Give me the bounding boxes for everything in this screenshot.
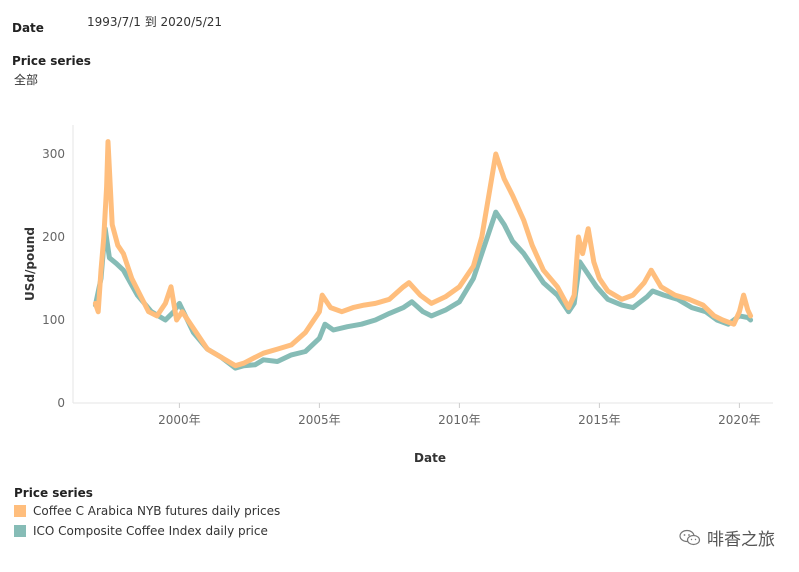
y-axis-ticks: 0 100 200 300 (42, 147, 65, 410)
series-line-ico (92, 209, 754, 371)
y-axis-title: USd/pound (23, 227, 37, 301)
x-tick-label: 2015年 (578, 413, 621, 427)
x-tick-label: 2000年 (158, 413, 201, 427)
legend-label-arabica: Coffee C Arabica NYB futures daily price… (33, 504, 281, 518)
price-chart: 0 100 200 300 2000年 2005年 2010年 2015年 2020年 USd… (23, 125, 773, 465)
legend-swatch-ico (14, 525, 26, 537)
series-line-arabica (92, 139, 754, 369)
series-lines (92, 139, 754, 371)
watermark-text: 啡香之旅 (707, 530, 775, 550)
x-tick-label: 2005年 (298, 413, 341, 427)
legend-label-ico: ICO Composite Coffee Index daily price (33, 524, 268, 538)
series-filter-label: Price series (12, 54, 91, 68)
x-tick-label: 2010年 (438, 413, 481, 427)
series-filter-value[interactable]: 全部 (14, 73, 39, 87)
watermark: 啡香之旅 (679, 525, 775, 550)
y-tick-label: 100 (42, 313, 65, 327)
x-axis-ticks: 2000年 2005年 2010年 2015年 2020年 (158, 403, 761, 427)
y-tick-label: 200 (42, 230, 65, 244)
x-axis-title: Date (414, 451, 446, 465)
legend-item-ico[interactable]: ICO Composite Coffee Index daily price (14, 523, 268, 539)
legend-swatch-arabica (14, 505, 26, 517)
date-filter-label: Date (12, 21, 44, 35)
y-tick-label: 0 (57, 396, 65, 410)
wechat-icon (679, 529, 701, 545)
y-tick-label: 300 (42, 147, 65, 161)
legend-item-arabica[interactable]: Coffee C Arabica NYB futures daily price… (14, 503, 280, 519)
x-tick-label: 2020年 (718, 413, 761, 427)
date-filter-value[interactable]: 1993/7/1 到 2020/5/21 (87, 15, 223, 29)
legend-title: Price series (14, 486, 93, 500)
